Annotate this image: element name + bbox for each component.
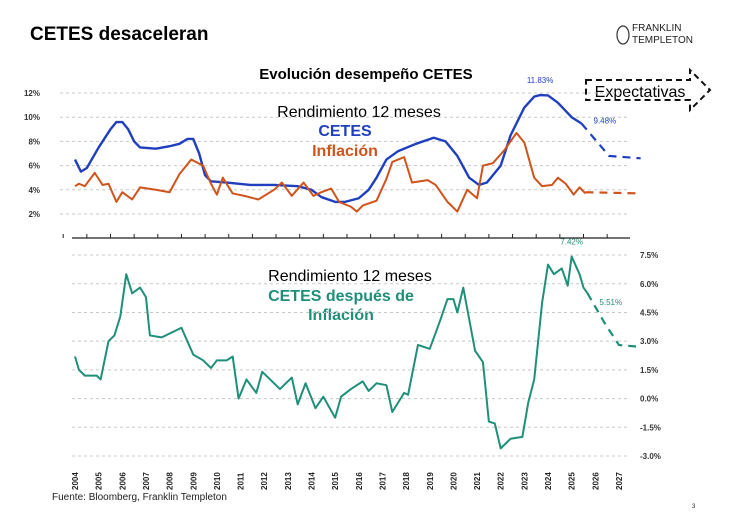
x-tick-label: 2005	[95, 472, 104, 490]
expectations-arrow: Expectativas	[585, 67, 712, 113]
bottom-chart-annotation-3: Inflación	[308, 307, 374, 324]
x-tick-label: 2011	[237, 472, 246, 490]
logo-line2: TEMPLETON	[632, 35, 693, 46]
slide-title: CETES desaceleran	[30, 24, 208, 45]
y-tick-label: 1.5%	[640, 366, 658, 375]
franklin-templeton-logo: FRANKLIN TEMPLETON	[616, 23, 693, 46]
y-tick-label: 4%	[28, 186, 40, 195]
y-tick-label: 10%	[24, 113, 40, 122]
x-tick-label: 2013	[284, 472, 293, 490]
expectations-label: Expectativas	[595, 84, 686, 101]
x-tick-label: 2012	[260, 472, 269, 490]
bottom-chart-annotation-1: Rendimiento 12 meses	[268, 268, 432, 285]
y-tick-label: -3.0%	[640, 452, 661, 461]
data-label: 9.48%	[594, 116, 617, 125]
dashed-arrow-icon	[585, 67, 712, 113]
top-chart-title: Evolución desempeño CETES	[259, 66, 472, 83]
x-tick-label: 2022	[497, 472, 506, 490]
x-tick-label: 2016	[355, 472, 364, 490]
x-tick-label: 2020	[449, 472, 458, 490]
series-line-inflation	[74, 131, 587, 213]
y-tick-label: 2%	[28, 210, 40, 219]
x-tick-label: 2017	[378, 472, 387, 490]
page-number: 3	[692, 504, 696, 510]
data-label: 5.51%	[599, 298, 622, 307]
y-tick-label: 4.5%	[640, 308, 658, 317]
legend-cetes: CETES	[318, 123, 372, 140]
forecast-line-inflation	[585, 191, 641, 195]
top-chart-annotation: Rendimiento 12 meses	[277, 104, 441, 121]
y-tick-label: 3.0%	[640, 337, 658, 346]
x-tick-label: 2026	[591, 472, 600, 490]
legend-inflation: Inflación	[312, 143, 378, 160]
y-tick-label: 7.5%	[640, 251, 658, 260]
x-tick-label: 2008	[166, 472, 175, 490]
x-tick-label: 2025	[568, 472, 577, 490]
y-tick-label: 8%	[28, 137, 40, 146]
data-label: 11.83%	[527, 76, 554, 85]
x-tick-label: 2004	[71, 472, 80, 490]
x-tick-label: 2024	[544, 472, 553, 490]
y-tick-label: 0.0%	[640, 395, 658, 404]
forecast-line-cetes	[580, 122, 641, 160]
x-tick-label: 2023	[520, 472, 529, 490]
x-tick-label: 2006	[118, 472, 127, 490]
logo-line1: FRANKLIN	[632, 23, 681, 34]
y-tick-label: -1.5%	[640, 423, 661, 432]
x-tick-label: 2009	[189, 472, 198, 490]
x-tick-label: 2014	[308, 472, 317, 490]
series-line-cetes	[73, 93, 583, 204]
x-tick-label: 2019	[426, 472, 435, 490]
x-tick-label: 2027	[615, 472, 624, 490]
y-tick-label: 6.0%	[640, 280, 658, 289]
x-tick-label: 2007	[142, 472, 151, 490]
data-label: 7.42%	[560, 238, 583, 247]
x-tick-label: 2015	[331, 472, 340, 490]
forecast-line-real	[586, 292, 641, 349]
x-tick-label: 2021	[473, 472, 482, 490]
source-note: Fuente: Bloomberg, Franklin Templeton	[52, 492, 227, 503]
logo-emblem-icon	[616, 25, 630, 45]
x-tick-label: 2010	[213, 472, 222, 490]
y-tick-label: 6%	[28, 162, 40, 171]
y-tick-label: 12%	[24, 89, 40, 98]
series-line-real	[74, 255, 589, 450]
x-tick-label: 2018	[402, 472, 411, 490]
bottom-chart-annotation-2: CETES después de	[268, 288, 414, 305]
